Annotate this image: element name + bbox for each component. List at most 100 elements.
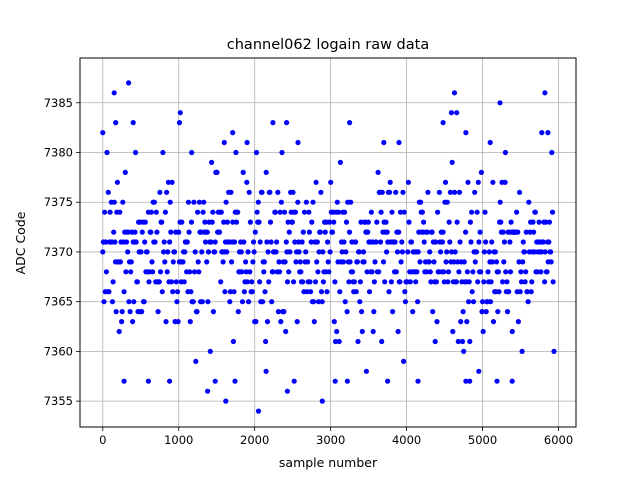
data-point [300, 229, 306, 235]
data-point [478, 169, 484, 175]
data-point [122, 169, 128, 175]
data-point [244, 179, 250, 185]
data-point [204, 259, 210, 265]
data-point [449, 159, 455, 165]
data-point [441, 279, 447, 285]
data-point [357, 299, 363, 305]
data-point [283, 239, 289, 245]
data-point [415, 249, 421, 255]
data-point [253, 319, 259, 325]
data-point [251, 249, 257, 255]
data-point [546, 239, 552, 245]
data-point [502, 179, 508, 185]
data-point [531, 229, 537, 235]
data-point [354, 259, 360, 265]
data-point [396, 229, 402, 235]
data-point [128, 269, 134, 275]
plot-area-frame [79, 57, 577, 428]
data-point [444, 249, 450, 255]
data-point [294, 319, 300, 325]
data-point [528, 289, 534, 295]
data-point [119, 319, 125, 325]
data-point [443, 259, 449, 265]
data-point [392, 239, 398, 245]
data-point [120, 199, 126, 205]
data-point [325, 239, 331, 245]
data-point [212, 239, 218, 245]
data-point [186, 229, 192, 235]
data-point [349, 269, 356, 275]
data-point [336, 209, 342, 215]
data-point [190, 299, 196, 305]
data-point [157, 269, 164, 275]
data-point [337, 159, 343, 165]
data-point [336, 338, 342, 345]
data-point [138, 249, 144, 255]
data-point [450, 328, 456, 335]
data-point [548, 259, 554, 265]
data-point [380, 259, 387, 265]
data-point [455, 338, 461, 345]
data-point [103, 239, 109, 245]
data-point [145, 378, 151, 384]
y-tick-label: 7385 [44, 96, 73, 110]
data-point [150, 269, 156, 275]
data-point [261, 259, 267, 265]
data-point [177, 110, 183, 116]
data-point [208, 239, 214, 245]
data-point [402, 289, 408, 295]
data-point [464, 269, 470, 275]
data-point [523, 229, 529, 235]
data-point [292, 239, 298, 245]
data-point [160, 149, 166, 156]
data-point [508, 219, 514, 225]
data-point [292, 209, 298, 215]
data-point [235, 209, 241, 215]
data-point [393, 189, 399, 195]
data-point [497, 199, 503, 205]
data-point [146, 279, 152, 285]
data-point [275, 309, 281, 315]
data-point [191, 199, 197, 205]
data-point [415, 299, 421, 305]
data-point [469, 209, 475, 215]
data-point [201, 199, 207, 205]
data-point [241, 289, 247, 295]
data-point [356, 249, 362, 255]
data-point [366, 289, 373, 295]
data-point [315, 269, 321, 275]
data-point [427, 269, 433, 275]
data-point [544, 269, 550, 275]
data-point [277, 269, 283, 275]
data-point [264, 239, 270, 245]
data-point [205, 249, 212, 255]
data-point [424, 269, 430, 275]
data-point [287, 249, 293, 255]
data-point [107, 209, 113, 215]
data-point [153, 209, 159, 215]
data-point [209, 219, 215, 225]
data-point [169, 179, 175, 185]
data-point [212, 249, 218, 255]
data-point [230, 219, 236, 225]
data-point [117, 259, 123, 265]
data-point [379, 338, 385, 345]
data-point [295, 239, 302, 245]
data-point [538, 249, 545, 255]
data-point [461, 348, 467, 354]
data-point [270, 120, 276, 126]
data-point [413, 279, 419, 285]
data-point [504, 309, 511, 315]
data-point [132, 229, 138, 235]
data-point [164, 269, 170, 275]
data-point [312, 279, 319, 285]
data-point [532, 209, 539, 215]
data-point [191, 269, 198, 275]
data-point [343, 249, 349, 255]
data-point [281, 209, 288, 215]
data-point [459, 338, 466, 345]
data-point [300, 279, 306, 285]
data-point [546, 219, 553, 225]
